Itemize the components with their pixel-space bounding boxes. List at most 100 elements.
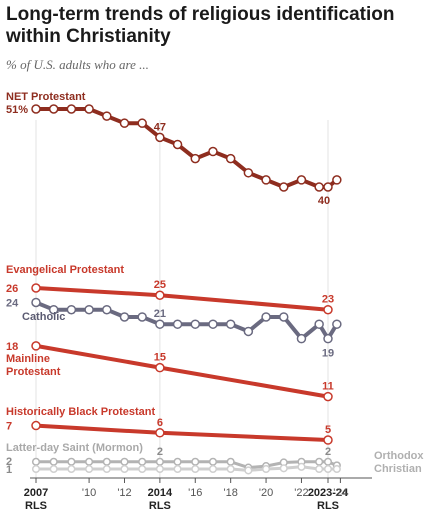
- historically-black-protestant-data-label: 6: [157, 417, 163, 429]
- orthodox-christian-series-label: Christian: [374, 463, 422, 475]
- x-tick-label: 2023-24: [308, 487, 349, 499]
- orthodox-christian-point: [67, 464, 76, 474]
- latter-day-saint-mormon-point: [120, 457, 129, 466]
- net-protestant-point: [31, 104, 41, 114]
- net-protestant-data-label: 40: [318, 195, 330, 207]
- net-protestant-point: [243, 168, 254, 178]
- orthodox-christian-point: [208, 464, 218, 474]
- evangelical-protestant-series-label: Evangelical Protestant: [6, 264, 124, 276]
- latter-day-saint-mormon-data-label: 2: [325, 446, 331, 458]
- latter-day-saint-mormon-data-label: 2: [6, 456, 12, 468]
- catholic-point: [208, 319, 218, 329]
- mainline-protestant-series-label: Mainline: [6, 353, 50, 365]
- evangelical-protestant-point: [323, 304, 333, 315]
- mainline-protestant-point: [323, 391, 333, 402]
- net-protestant-data-label: 51%: [6, 104, 28, 116]
- mainline-protestant-data-label: 11: [322, 381, 334, 393]
- catholic-data-label: 24: [6, 297, 19, 309]
- orthodox-christian-point: [138, 464, 147, 474]
- net-protestant-point: [84, 104, 94, 114]
- latter-day-saint-mormon-point: [226, 457, 235, 466]
- orthodox-christian-series-label: Orthodox: [374, 450, 424, 462]
- latter-day-saint-mormon-point: [191, 457, 200, 466]
- historically-black-protestant-point: [155, 428, 165, 438]
- latter-day-saint-mormon-point: [208, 457, 218, 466]
- latter-day-saint-mormon-point: [85, 457, 94, 466]
- catholic-point: [31, 297, 41, 308]
- catholic-point: [279, 312, 289, 322]
- catholic-point: [119, 312, 130, 322]
- net-protestant-series-label: NET Protestant: [6, 91, 86, 103]
- catholic-point: [155, 319, 165, 329]
- latter-day-saint-mormon-series-label: Latter-day Saint (Mormon): [6, 442, 143, 454]
- orthodox-christian-point: [244, 466, 253, 475]
- catholic-point: [296, 333, 307, 344]
- orthodox-christian-point: [332, 464, 341, 474]
- latter-day-saint-mormon-point: [138, 457, 147, 466]
- mainline-protestant-point: [155, 362, 165, 373]
- net-protestant-point: [137, 118, 147, 128]
- mainline-protestant-data-label: 15: [154, 352, 166, 364]
- historically-black-protestant-line: [34, 423, 330, 442]
- net-protestant-point: [314, 182, 324, 192]
- catholic-data-label: 19: [322, 348, 334, 360]
- orthodox-christian-data-label: 1: [6, 464, 12, 476]
- orthodox-christian-point: [315, 464, 324, 474]
- latter-day-saint-mormon-point: [173, 457, 182, 466]
- chart-subtitle: % of U.S. adults who are ...: [6, 57, 149, 72]
- net-protestant-point: [48, 104, 59, 114]
- catholic-point: [48, 304, 59, 315]
- x-tick-label: '20: [259, 487, 273, 499]
- latter-day-saint-mormon-point: [323, 457, 333, 466]
- net-protestant-point: [332, 175, 342, 185]
- mainline-protestant-data-label: 18: [6, 341, 18, 353]
- orthodox-christian-point: [173, 464, 182, 474]
- latter-day-saint-mormon-point: [31, 457, 41, 466]
- evangelical-protestant-data-label: 25: [154, 279, 166, 291]
- orthodox-christian-point: [262, 464, 271, 474]
- catholic-point: [102, 304, 112, 315]
- evangelical-protestant-data-label: 26: [6, 283, 18, 295]
- historically-black-protestant-point: [323, 435, 333, 445]
- catholic-point: [314, 319, 324, 329]
- evangelical-protestant-point: [155, 290, 165, 300]
- evangelical-protestant-line: [34, 286, 330, 312]
- orthodox-christian-point: [279, 464, 288, 473]
- orthodox-christian-point: [226, 464, 235, 474]
- net-protestant-point: [261, 175, 271, 185]
- chart-title: Long-term trends of religious identifica…: [6, 4, 395, 47]
- x-tick-sublabel: RLS: [25, 500, 47, 512]
- orthodox-christian-point: [102, 464, 111, 474]
- x-tick-label: 2014: [148, 487, 173, 499]
- catholic-point: [190, 319, 201, 329]
- orthodox-christian-point: [191, 464, 200, 474]
- mainline-protestant-line: [34, 343, 330, 399]
- latter-day-saint-mormon-point: [155, 457, 164, 466]
- net-protestant-point: [66, 104, 77, 114]
- catholic-point: [243, 326, 254, 337]
- latter-day-saint-mormon-data-label: 2: [157, 446, 163, 458]
- net-protestant-point: [279, 182, 289, 192]
- x-tick-label: 2007: [24, 487, 48, 499]
- net-protestant-point: [172, 139, 183, 150]
- orthodox-christian-point: [31, 464, 41, 474]
- historically-black-protestant-data-label: 7: [6, 421, 12, 433]
- net-protestant-line: [34, 107, 339, 189]
- catholic-point: [84, 304, 94, 315]
- catholic-point: [225, 319, 236, 329]
- x-tick-label: '10: [82, 487, 96, 499]
- evangelical-protestant-data-label: 23: [322, 294, 334, 306]
- x-tick-label: '16: [188, 487, 202, 499]
- historically-black-protestant-point: [31, 420, 41, 431]
- x-tick-sublabel: RLS: [149, 500, 171, 512]
- net-protestant-point: [119, 118, 130, 128]
- latter-day-saint-mormon-point: [67, 457, 76, 466]
- mainline-protestant-point: [31, 341, 41, 351]
- net-protestant-point: [102, 111, 112, 121]
- net-protestant-point: [190, 153, 201, 164]
- catholic-data-label: 21: [154, 308, 166, 320]
- x-tick-label: '22: [294, 487, 308, 499]
- orthodox-christian-point: [323, 464, 333, 474]
- catholic-series-label: Catholic: [22, 311, 65, 323]
